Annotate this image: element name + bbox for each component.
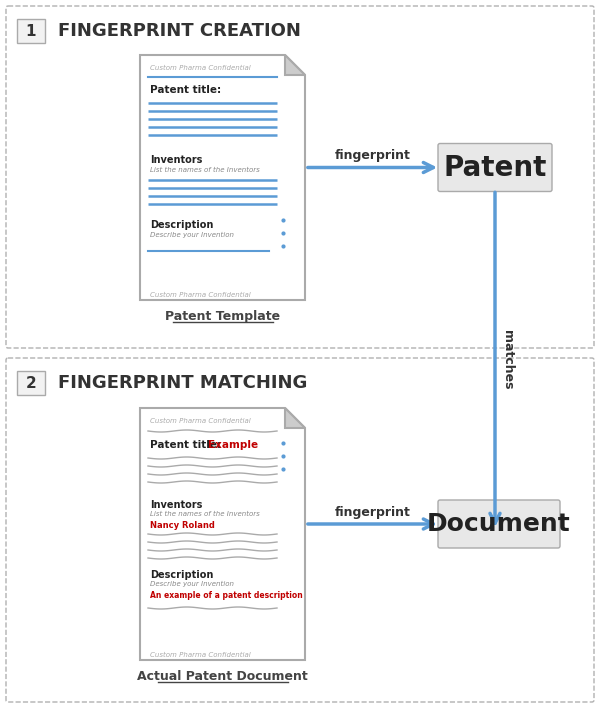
Text: Custom Pharma Confidential: Custom Pharma Confidential	[150, 292, 251, 298]
FancyBboxPatch shape	[6, 358, 594, 702]
Text: FINGERPRINT CREATION: FINGERPRINT CREATION	[58, 22, 301, 40]
Text: matches: matches	[501, 330, 514, 389]
FancyBboxPatch shape	[17, 19, 45, 43]
Text: Patent Template: Patent Template	[165, 310, 280, 323]
Text: Description: Description	[150, 570, 214, 580]
FancyBboxPatch shape	[6, 6, 594, 348]
Text: An example of a patent description: An example of a patent description	[150, 591, 303, 600]
Text: fingerprint: fingerprint	[335, 506, 410, 519]
Text: Inventors: Inventors	[150, 155, 202, 165]
Text: fingerprint: fingerprint	[335, 150, 410, 162]
Text: Patent: Patent	[443, 154, 547, 182]
FancyBboxPatch shape	[438, 500, 560, 548]
FancyBboxPatch shape	[438, 143, 552, 191]
Polygon shape	[285, 408, 305, 428]
Text: List the names of the Inventors: List the names of the Inventors	[150, 511, 260, 517]
Text: 1: 1	[26, 23, 36, 38]
Text: Example: Example	[208, 440, 258, 450]
Text: Description: Description	[150, 220, 214, 230]
Text: Inventors: Inventors	[150, 500, 202, 510]
Text: Document: Document	[427, 512, 571, 536]
Text: Actual Patent Document: Actual Patent Document	[137, 670, 308, 683]
Text: Custom Pharma Confidential: Custom Pharma Confidential	[150, 65, 251, 71]
Text: Nancy Roland: Nancy Roland	[150, 521, 215, 530]
Text: List the names of the Inventors: List the names of the Inventors	[150, 167, 260, 173]
FancyBboxPatch shape	[17, 371, 45, 395]
Text: Custom Pharma Confidential: Custom Pharma Confidential	[150, 418, 251, 424]
Text: Describe your Invention: Describe your Invention	[150, 581, 234, 587]
Polygon shape	[140, 55, 305, 300]
Text: FINGERPRINT MATCHING: FINGERPRINT MATCHING	[58, 374, 307, 392]
Polygon shape	[285, 55, 305, 75]
Polygon shape	[140, 408, 305, 660]
Text: Describe your Invention: Describe your Invention	[150, 232, 234, 238]
Text: Custom Pharma Confidential: Custom Pharma Confidential	[150, 652, 251, 658]
Text: Patent title:: Patent title:	[150, 440, 225, 450]
Text: 2: 2	[26, 376, 37, 391]
Text: Patent title:: Patent title:	[150, 85, 221, 95]
